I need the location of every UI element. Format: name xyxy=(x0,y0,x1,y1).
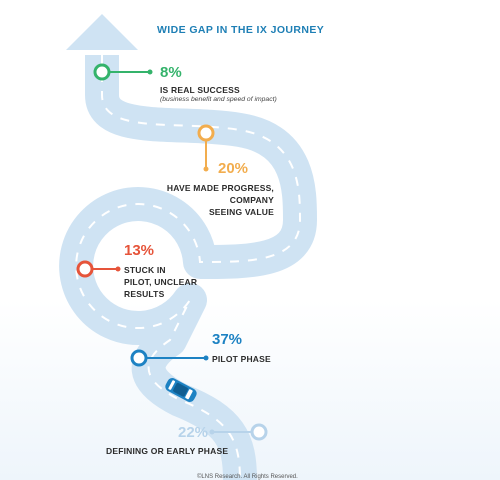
marker-dot-20 xyxy=(203,166,209,172)
marker-ring-37 xyxy=(130,349,148,367)
road xyxy=(59,55,317,480)
stage-22-percent: 22% xyxy=(178,424,209,441)
stage-13-label-line: STUCK IN xyxy=(124,265,166,275)
stage-20-label-line: HAVE MADE PROGRESS, xyxy=(166,183,274,193)
stage-20-label-line: SEEING VALUE xyxy=(208,207,274,217)
stage-8-note: (business benefit and speed of impact) xyxy=(160,96,277,103)
arrow-head-icon xyxy=(66,14,138,50)
marker-ring-20 xyxy=(197,124,215,142)
copyright-notice: ©LNS Research. All Rights Reserved. xyxy=(197,474,298,480)
stage-37-percent: 37% xyxy=(212,331,243,348)
stage-20-label-line: COMPANY xyxy=(229,195,274,205)
marker-dot-8 xyxy=(147,69,153,75)
stage-13-percent: 13% xyxy=(124,242,155,259)
stage-8-label: IS REAL SUCCESS xyxy=(160,85,240,95)
diagram-title: WIDE GAP IN THE IX JOURNEY xyxy=(157,24,325,36)
marker-dot-37 xyxy=(203,355,209,361)
stage-13-label: STUCK IN PILOT, UNCLEAR RESULTS xyxy=(124,264,197,300)
stage-22-label: DEFINING OR EARLY PHASE xyxy=(106,446,229,456)
stage-20-label: HAVE MADE PROGRESS, COMPANY SEEING VALUE xyxy=(159,182,274,218)
marker-dot-22 xyxy=(209,429,215,435)
marker-dot-13 xyxy=(115,266,121,272)
stage-8-percent: 8% xyxy=(160,64,182,81)
car-icon xyxy=(165,378,197,402)
marker-ring-8 xyxy=(93,63,111,81)
stage-37-label: PILOT PHASE xyxy=(212,354,271,364)
marker-ring-13 xyxy=(76,260,94,278)
stage-13-label-line: RESULTS xyxy=(124,289,165,299)
marker-ring-22 xyxy=(250,423,268,441)
stage-20-percent: 20% xyxy=(218,160,249,177)
stage-13-label-line: PILOT, UNCLEAR xyxy=(124,277,198,287)
